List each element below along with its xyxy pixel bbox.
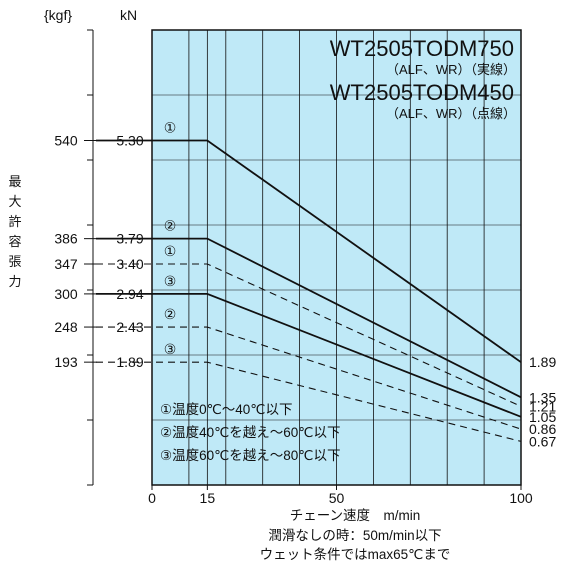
y-axis-title-char-5: 力	[8, 274, 21, 289]
series-line-wt2505todm450-4	[96, 263, 522, 407]
condition-markers: ① ② ③ ① ② ③	[164, 120, 177, 358]
legend-sub-450: （ALF、WR）（点線）	[386, 106, 516, 121]
y-axis-title-char-1: 大	[8, 194, 21, 209]
condition-marker-3: ③	[164, 273, 177, 289]
y-tick-label-kn-2: 3.40	[116, 256, 143, 272]
x-tick-label-2: 50	[329, 490, 345, 506]
y-tick-label-kgf-1: 386	[54, 231, 78, 247]
x-tick-label-3: 100	[509, 490, 533, 506]
series-end-label-2: 1.35	[529, 389, 556, 405]
condition-note-3: ③温度60℃を越え～80℃以下	[160, 448, 340, 463]
condition-marker-1: ①	[164, 120, 177, 136]
y-axis-title-char-3: 容	[8, 234, 21, 249]
x-axis-label: チェーン速度 m/min	[290, 508, 421, 523]
series-line-wt2505todm450-6	[96, 361, 522, 442]
x-tick-label-1: 15	[200, 490, 216, 506]
legend-title-750: WT2505TODM750	[330, 36, 514, 61]
unit-kn-label: kN	[120, 7, 137, 23]
series-end-label-3: 1.05	[529, 409, 556, 425]
y-axis-title-char-0: 最	[8, 174, 21, 189]
y-tick-label-kgf-0: 540	[54, 133, 78, 149]
condition-marker-2: ②	[164, 218, 177, 234]
condition-note-1: ①温度0℃～40℃以下	[160, 402, 292, 417]
y-tick-label-kgf-5: 193	[54, 354, 78, 370]
note-wet-condition: ウェット条件ではmax65℃まで	[260, 546, 451, 562]
y-tick-label-kgf-2: 347	[54, 256, 78, 272]
unit-kgf-label: {kgf}	[44, 7, 72, 23]
y-tick-label-kn-4: 2.43	[116, 319, 143, 335]
series-end-label-4: 1.21	[529, 398, 556, 414]
x-axis-ticks: 0 15 50 100	[148, 485, 533, 506]
series-lines	[96, 139, 522, 442]
legend-title-450: WT2505TODM450	[330, 80, 514, 105]
series-line-wt2505todm450-5	[96, 326, 522, 430]
series-line-wt2505todm750-1	[96, 139, 522, 363]
condition-marker-6: ③	[164, 341, 177, 357]
x-tick-label-0: 0	[148, 490, 156, 506]
condition-marker-5: ②	[164, 306, 177, 322]
series-end-label-1: 1.89	[529, 354, 556, 370]
series-end-label-5: 0.86	[529, 421, 556, 437]
y-axis-title-char-2: 許	[8, 214, 21, 229]
condition-marker-4: ①	[164, 243, 177, 259]
y-tick-label-kgf-3: 300	[54, 286, 78, 302]
legend-sub-750: （ALF、WR）（実線）	[386, 62, 516, 77]
note-lubrication: 潤滑なしの時：50m/min以下	[268, 528, 441, 543]
series-end-labels: 1.89 1.35 1.051.21 0.860.67	[529, 354, 556, 449]
y-tick-label-kgf-4: 248	[54, 319, 78, 335]
series-line-wt2505todm750-2	[96, 237, 522, 399]
series-end-label-6: 0.67	[529, 433, 556, 449]
grid-lines	[152, 30, 521, 485]
y-tick-label-kn-5: 1.89	[116, 354, 143, 370]
condition-note-2: ②温度40℃を越え～60℃以下	[160, 425, 340, 440]
y-axis-title-char-4: 張	[8, 254, 21, 269]
series-line-wt2505todm750-3	[96, 293, 522, 418]
